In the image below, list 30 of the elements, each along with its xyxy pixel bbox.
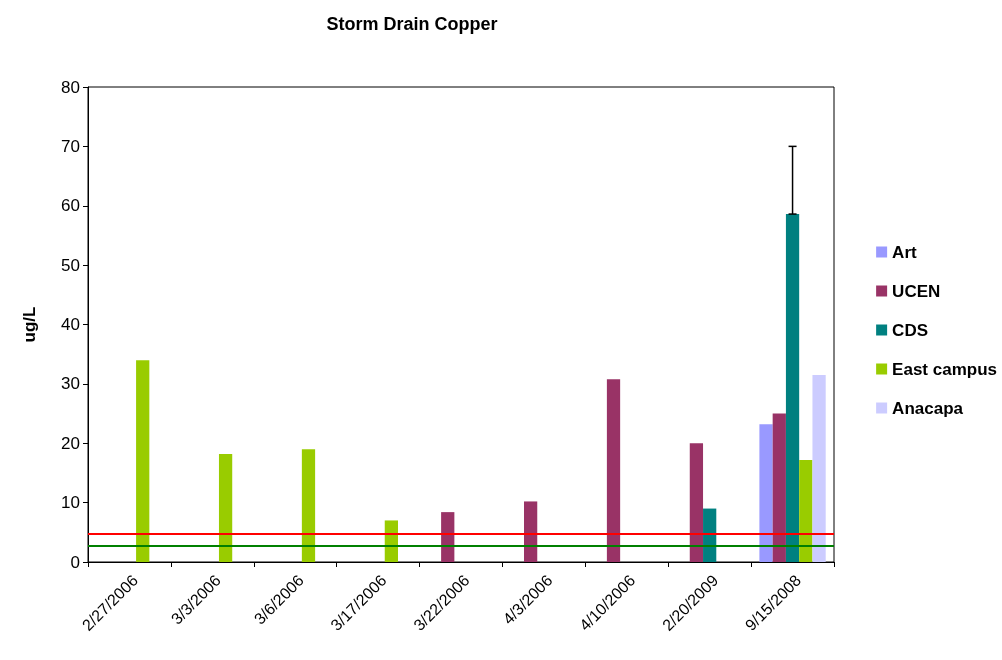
y-tick-label: 0 xyxy=(70,552,80,572)
bar xyxy=(441,512,455,562)
bar xyxy=(606,379,621,562)
y-tick-label: 60 xyxy=(61,196,80,216)
bar xyxy=(799,459,813,562)
bar xyxy=(218,453,233,562)
y-axis-title: ug/L xyxy=(20,306,39,343)
legend-label: Anacapa xyxy=(892,398,964,418)
y-tick-label: 10 xyxy=(61,493,80,513)
legend-label: East campus xyxy=(892,359,998,379)
bar xyxy=(524,501,538,562)
bar xyxy=(689,443,704,562)
legend-label: UCEN xyxy=(892,281,941,301)
y-tick-label: 30 xyxy=(61,374,80,394)
bar xyxy=(301,449,316,562)
bar xyxy=(759,424,773,562)
bar xyxy=(812,374,826,562)
legend-label: Art xyxy=(892,242,918,262)
bar xyxy=(136,360,150,562)
y-tick-label: 70 xyxy=(61,136,80,156)
y-tick-label: 50 xyxy=(61,255,80,275)
bar xyxy=(785,214,800,562)
legend-label: CDS xyxy=(892,320,929,340)
bar xyxy=(703,508,717,562)
y-tick-label: 80 xyxy=(61,77,80,97)
y-tick-label: 40 xyxy=(61,315,80,334)
bar xyxy=(384,520,398,562)
bar xyxy=(772,413,786,562)
chart-title: Storm Drain Copper xyxy=(326,14,498,34)
y-tick-label: 20 xyxy=(61,433,80,453)
